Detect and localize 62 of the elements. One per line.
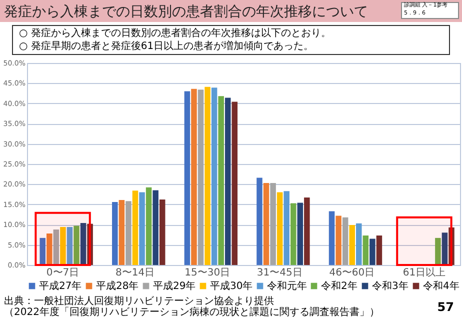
bar xyxy=(224,98,231,265)
bar xyxy=(118,200,125,265)
x-tick-label: 46〜60日 xyxy=(329,268,375,278)
bar xyxy=(204,86,210,265)
bar xyxy=(263,182,270,265)
legend-label: 令和3年 xyxy=(372,280,408,292)
bar xyxy=(342,217,348,265)
bar xyxy=(198,90,204,265)
bar xyxy=(442,232,448,265)
text: （2022年度「回復期リハビリテーション病棟の現状と課題に関する調査報告書」） xyxy=(4,307,380,318)
x-tick-label: 8〜14日 xyxy=(116,268,155,278)
bar xyxy=(284,191,290,265)
legend-label: 令和4年 xyxy=(423,280,460,292)
bar xyxy=(276,192,283,265)
chart-title: 発症から入棟までの日数別の患者割合の年次推移について xyxy=(4,3,368,21)
bar xyxy=(362,236,369,265)
bar xyxy=(159,200,166,265)
x-tick-label: 15〜30日 xyxy=(184,268,230,278)
bar xyxy=(297,202,304,265)
bar xyxy=(126,201,132,265)
bar xyxy=(66,227,73,265)
bar xyxy=(46,233,52,265)
legend-label: 平成27年 xyxy=(39,280,82,292)
bar xyxy=(328,211,335,265)
source-note: 出典：一般社団法人回復期リハビリテーション協会より提供 xyxy=(4,296,275,307)
bar xyxy=(304,198,310,265)
bar xyxy=(112,202,118,265)
bar xyxy=(349,225,355,265)
bar xyxy=(74,226,80,265)
bar xyxy=(80,222,86,265)
bar xyxy=(40,238,46,265)
bar xyxy=(356,223,362,265)
bar xyxy=(146,187,152,265)
bar xyxy=(184,91,190,265)
bar xyxy=(270,182,276,265)
bar xyxy=(211,88,218,265)
bar xyxy=(232,102,238,265)
bar xyxy=(448,227,454,265)
chart-subtitle: ○ 発症から入棟までの日数別の患者割合の年次推移は以下のとおり。 ○ 発症早期の患者と発症後61日以上の患者が増加傾向であった。 xyxy=(12,25,450,55)
legend-label: 平成29年 xyxy=(153,280,196,292)
bar xyxy=(132,190,138,265)
text: 57 xyxy=(437,300,454,314)
bar xyxy=(191,88,197,265)
bar xyxy=(376,236,382,265)
legend-label: 平成28年 xyxy=(96,280,139,292)
x-tick-label: 0〜7日 xyxy=(46,268,80,278)
legend-label: 令和元年 xyxy=(267,280,307,292)
legend-label: 平成30年 xyxy=(210,280,253,292)
bar xyxy=(152,190,158,265)
x-tick-label: 61日以上 xyxy=(402,266,446,278)
bar xyxy=(256,178,262,265)
x-tick-label: 31〜45日 xyxy=(256,268,302,278)
legend-label: 令和2年 xyxy=(321,280,358,292)
bar xyxy=(435,238,441,265)
bar xyxy=(290,203,296,265)
bar xyxy=(87,224,93,265)
bar xyxy=(336,216,342,265)
bar xyxy=(370,238,376,265)
bar xyxy=(139,192,145,265)
bar xyxy=(53,229,60,265)
bar xyxy=(218,96,224,265)
bar xyxy=(60,227,66,265)
